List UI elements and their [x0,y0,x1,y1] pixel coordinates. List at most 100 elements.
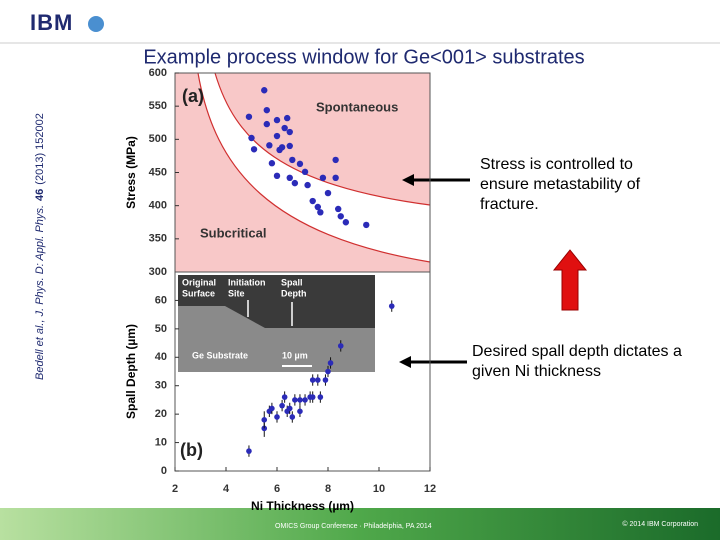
inset-label: 10 µm [282,350,308,360]
y-tick-label: 60 [155,294,167,306]
data-point [327,360,334,366]
y-tick-label: 400 [149,200,167,212]
y-tick-label: 550 [149,100,167,112]
data-point [332,174,339,182]
data-point [281,394,288,400]
data-point [309,394,316,400]
data-point [286,405,293,412]
citation-part: (2013) 152002 [34,113,46,185]
inset-label: Depth [281,288,307,298]
x-tick-label: 2 [172,483,178,495]
inset-void [178,275,375,328]
y-tick-label: 50 [155,323,167,335]
annotation: Stress is controlled to ensure metastabi… [480,156,641,213]
y-axis-label: Stress (MPa) [124,136,138,209]
data-point [292,397,298,403]
footer-event: OMICS Group Conference · Philadelphia, P… [275,523,432,530]
data-point [309,377,316,383]
panel-label: (b) [180,440,203,460]
y-tick-label: 40 [155,351,167,363]
y-axis-label: Spall Depth (µm) [124,324,138,419]
data-point [304,181,311,189]
y-tick-label: 300 [149,266,167,278]
data-point [332,156,339,164]
region-subcritical [175,73,430,272]
data-point [322,377,329,383]
data-point [266,142,273,149]
boundary-curve [197,72,431,263]
data-point [319,174,327,182]
region-label: Spontaneous [316,99,398,114]
inset-label: Initiation [228,277,266,287]
data-point [286,174,293,182]
x-tick-label: 10 [373,483,385,495]
data-point [261,417,268,423]
data-point [342,219,350,226]
data-point [273,116,281,124]
y-tick-label: 450 [149,166,167,178]
y-tick-label: 350 [149,233,167,245]
inset-label: Original [182,277,216,287]
data-point [324,189,332,197]
plot-frame [174,271,431,472]
data-point [309,197,316,205]
inset-label: Site [228,288,245,298]
data-point [297,408,303,415]
inset-label: Ge Substrate [192,350,248,360]
x-tick-label: 4 [223,483,230,495]
data-point [268,160,276,167]
data-point [317,209,324,216]
citation: Bedell et al., J. Phys. D: Appl. Phys. 46… [34,113,46,380]
annotation: Desired spall depth dictates a given Ni … [472,343,682,380]
data-point [284,114,291,122]
data-point [245,113,253,120]
x-tick-label: 12 [424,483,436,495]
data-point [263,120,270,128]
data-point [248,134,255,142]
region-label: Subcritical [200,225,266,240]
y-tick-label: 600 [149,67,167,79]
data-point [337,343,344,349]
data-point [291,179,299,187]
data-point [261,425,268,432]
data-point [273,172,281,180]
data-point [250,146,258,153]
data-point [279,402,285,409]
citation-part: Bedell et al., J. Phys. D: Appl. Phys. [34,205,46,380]
data-point [297,397,303,403]
arrowhead [399,356,411,368]
data-point [302,397,308,403]
data-point [261,87,268,94]
arrowhead [402,174,414,186]
y-tick-label: 10 [155,436,167,448]
data-point [388,303,395,309]
data-point [263,106,270,114]
citation-part: 46 [34,189,46,201]
data-point [315,377,321,383]
footer-copyright: © 2014 IBM Corporation [622,520,698,528]
data-point [335,205,342,213]
footer-band [0,508,720,540]
region-spontaneous [215,73,430,205]
x-tick-label: 8 [325,483,331,495]
logo: IBM [30,10,73,35]
y-tick-label: 20 [155,408,167,420]
data-point [246,448,252,454]
inset-label: Spall [281,277,303,287]
data-point [286,128,293,136]
y-tick-label: 0 [161,465,167,477]
x-axis-label: Ni Thickness (µm) [251,499,354,513]
y-tick-label: 30 [155,380,167,392]
data-point [289,156,296,164]
x-tick-label: 6 [274,483,280,495]
data-point [301,168,309,176]
inset-label: Surface [182,288,215,298]
slide-title: Example process window for Ge<001> subst… [143,46,584,68]
data-point [314,203,321,211]
data-point [286,142,293,150]
y-tick-label: 500 [149,133,167,145]
data-point [289,414,296,420]
data-point [337,213,344,220]
data-point [269,405,275,412]
